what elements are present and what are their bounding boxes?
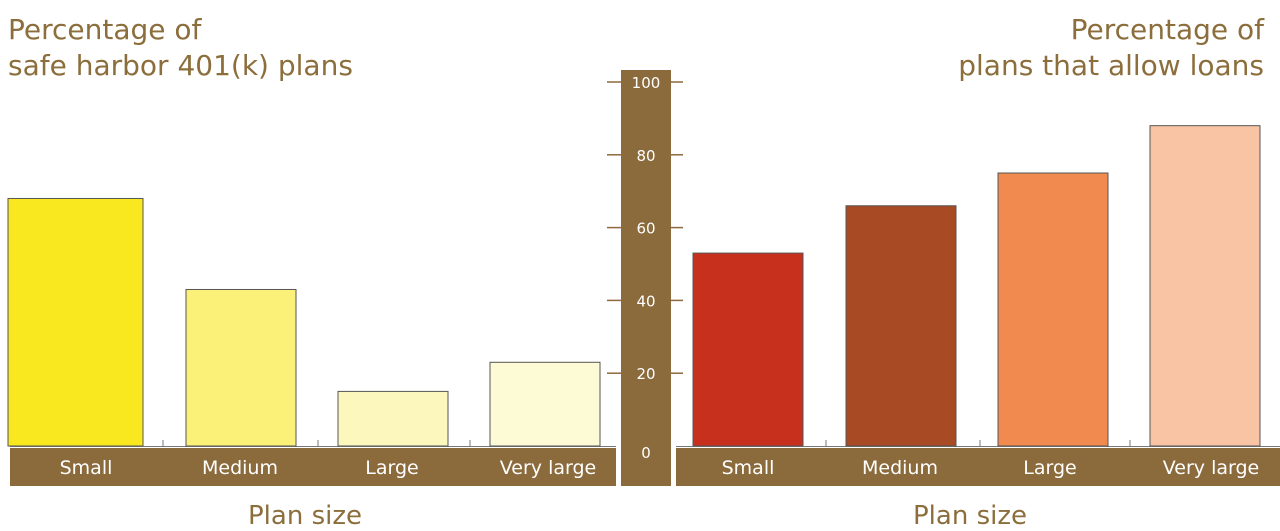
right-chart-title: Percentage of plans that allow loans bbox=[958, 12, 1264, 84]
axis-column bbox=[621, 70, 671, 486]
left-category-label: Medium bbox=[202, 457, 278, 479]
left-bar-large bbox=[337, 390, 449, 447]
center-axis: 0 20 40 60 80 100 bbox=[607, 70, 683, 486]
left-category-label: Small bbox=[60, 457, 113, 479]
left-title-line-2: safe harbor 401(k) plans bbox=[8, 49, 353, 82]
right-category-label: Large bbox=[1023, 457, 1076, 479]
right-bar-small bbox=[692, 252, 804, 447]
right-bar-medium bbox=[845, 205, 957, 447]
y-tick-label: 100 bbox=[632, 74, 661, 92]
left-chart-title: Percentage of safe harbor 401(k) plans bbox=[8, 12, 353, 84]
left-bar-very-large bbox=[489, 361, 601, 447]
right-x-axis-label: Plan size bbox=[913, 501, 1027, 531]
right-bar-large bbox=[997, 172, 1109, 447]
left-category-label: Large bbox=[365, 457, 418, 479]
left-category-band bbox=[10, 448, 616, 486]
category-labels: Small Medium Large Very large Small Medium Lar… bbox=[60, 457, 1260, 479]
left-title-line-1: Percentage of bbox=[8, 13, 202, 46]
bars bbox=[7, 125, 1261, 447]
left-bar-small bbox=[7, 197, 144, 447]
left-x-axis-label: Plan size bbox=[248, 501, 362, 531]
y-tick-label: 0 bbox=[641, 444, 651, 462]
right-category-label: Small bbox=[722, 457, 775, 479]
right-category-label: Medium bbox=[862, 457, 938, 479]
y-tick-label: 40 bbox=[636, 292, 655, 310]
y-tick-label: 80 bbox=[636, 147, 655, 165]
y-tick-label: 20 bbox=[636, 365, 655, 383]
right-category-band bbox=[676, 448, 1280, 486]
left-bar-medium bbox=[185, 288, 297, 447]
right-bar-very-large bbox=[1149, 125, 1261, 447]
right-title-line-2: plans that allow loans bbox=[958, 49, 1264, 82]
category-bands bbox=[10, 440, 1280, 486]
left-category-label: Very large bbox=[500, 457, 596, 479]
right-title-line-1: Percentage of bbox=[1070, 13, 1264, 46]
right-category-label: Very large bbox=[1163, 457, 1259, 479]
y-tick-label: 60 bbox=[636, 220, 655, 238]
